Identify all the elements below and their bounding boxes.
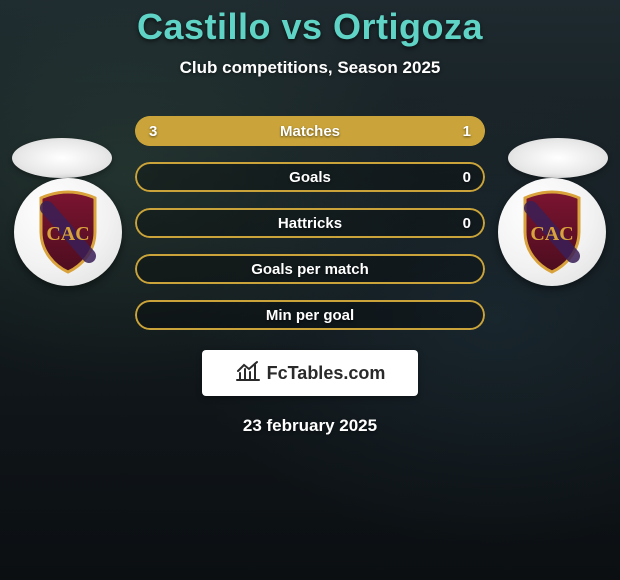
- stat-label: Min per goal: [135, 300, 485, 330]
- player-photo-left: [12, 138, 112, 178]
- subtitle: Club competitions, Season 2025: [180, 58, 441, 78]
- club-badge-right: CAC: [498, 178, 606, 286]
- player-photo-right: [508, 138, 608, 178]
- stat-value-right: 0: [449, 208, 485, 238]
- stat-bar: Goals per match: [135, 254, 485, 284]
- stat-bar: Hattricks0: [135, 208, 485, 238]
- club-badge-left: CAC: [14, 178, 122, 286]
- brand-box: FcTables.com: [202, 350, 418, 396]
- stat-label: Matches: [135, 116, 485, 146]
- stats-bars: Matches31Goals0Hattricks0Goals per match…: [135, 116, 485, 330]
- comparison-card: Castillo vs Ortigoza Club competitions, …: [0, 0, 620, 580]
- brand-text: FcTables.com: [267, 363, 386, 384]
- stat-bar: Matches3 1: [135, 116, 485, 146]
- svg-text:CAC: CAC: [46, 223, 89, 245]
- svg-text:CAC: CAC: [530, 223, 573, 245]
- date-text: 23 february 2025: [243, 416, 377, 436]
- stat-label: Hattricks: [135, 208, 485, 238]
- stat-bar: Min per goal: [135, 300, 485, 330]
- stat-value-right: 0: [449, 162, 485, 192]
- stat-label: Goals per match: [135, 254, 485, 284]
- brand-chart-icon: [235, 360, 261, 387]
- stat-bar: Goals0: [135, 162, 485, 192]
- stat-label: Goals: [135, 162, 485, 192]
- page-title: Castillo vs Ortigoza: [137, 6, 483, 48]
- stat-value-left: 3: [135, 116, 171, 146]
- stat-value-right: 1: [449, 116, 485, 146]
